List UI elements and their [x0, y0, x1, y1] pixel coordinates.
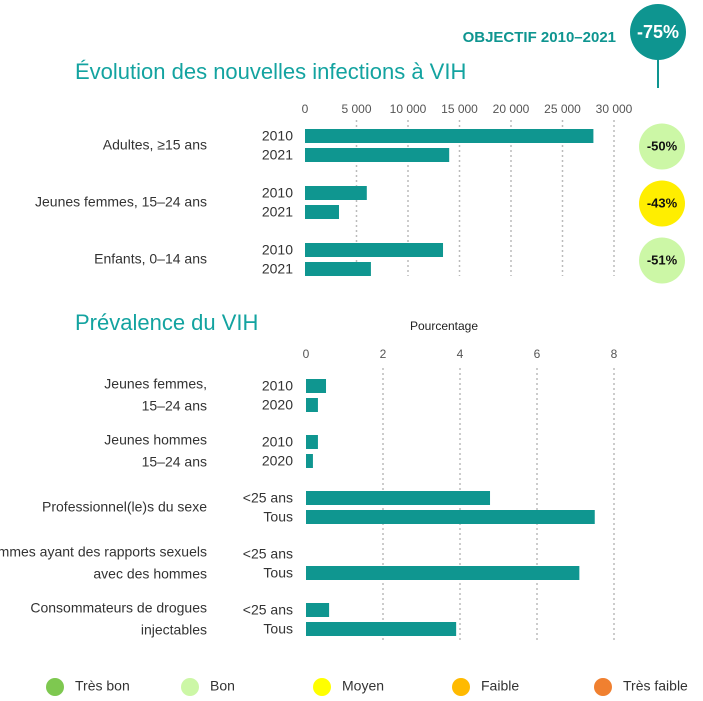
axis-label: Pourcentage: [410, 319, 478, 333]
x-tick-label: 25 000: [544, 102, 581, 116]
bar: [305, 243, 444, 257]
bar: [306, 491, 491, 505]
bar: [306, 510, 595, 524]
legend-label: Très faible: [623, 678, 688, 694]
sub-label: 2010: [262, 434, 293, 450]
group-label: Consommateurs de drogues: [30, 600, 207, 616]
bar: [306, 566, 580, 580]
x-tick-label: 0: [302, 102, 309, 116]
legend-label: Moyen: [342, 678, 384, 694]
badge-label: -50%: [647, 138, 678, 153]
bar: [306, 603, 330, 617]
x-tick-label: 30 000: [596, 102, 633, 116]
sub-label: 2020: [262, 397, 293, 413]
bar: [305, 262, 371, 276]
sub-label: Tous: [263, 509, 293, 525]
legend-label: Très bon: [75, 678, 130, 694]
bar: [306, 435, 318, 449]
bar: [306, 398, 318, 412]
chart-title: Évolution des nouvelles infections à VIH: [75, 59, 466, 84]
legend-swatch: [313, 678, 331, 696]
sub-label: <25 ans: [243, 490, 293, 506]
legend-label: Faible: [481, 678, 519, 694]
sub-label: 2020: [262, 453, 293, 469]
objective-target: -75%: [637, 22, 679, 42]
bar: [305, 129, 594, 143]
x-tick-label: 5 000: [341, 102, 371, 116]
group-label: 15–24 ans: [142, 454, 207, 470]
bar: [305, 148, 450, 162]
group-label: Adultes, ≥15 ans: [103, 137, 207, 153]
legend-swatch: [46, 678, 64, 696]
group-label: Jeunes femmes,: [104, 376, 207, 392]
sub-label: 2021: [262, 204, 293, 220]
sub-label: 2010: [262, 242, 293, 258]
bar: [306, 454, 313, 468]
badge-label: -43%: [647, 195, 678, 210]
x-tick-label: 20 000: [493, 102, 530, 116]
group-label: Jeunes femmes, 15–24 ans: [35, 194, 207, 210]
objective-badge: [630, 4, 686, 60]
sub-label: 2010: [262, 185, 293, 201]
x-tick-label: 4: [457, 347, 464, 361]
x-tick-label: 15 000: [441, 102, 478, 116]
sub-label: <25 ans: [243, 602, 293, 618]
legend-swatch: [181, 678, 199, 696]
x-tick-label: 0: [303, 347, 310, 361]
sub-label: 2021: [262, 147, 293, 163]
group-label: avec des hommes: [93, 566, 207, 582]
group-label: injectables: [141, 622, 207, 638]
bar: [305, 205, 339, 219]
group-label: Enfants, 0–14 ans: [94, 251, 207, 267]
badge: [639, 237, 685, 284]
objective-label: OBJECTIF 2010–2021: [463, 29, 616, 46]
group-label: Jeunes hommes: [104, 432, 207, 448]
legend-swatch: [452, 678, 470, 696]
badge: [639, 123, 685, 170]
sub-label: <25 ans: [243, 546, 293, 562]
bar: [306, 622, 457, 636]
badge-label: -51%: [647, 252, 678, 267]
sub-label: 2021: [262, 261, 293, 277]
x-tick-label: 10 000: [390, 102, 427, 116]
legend-swatch: [594, 678, 612, 696]
legend-label: Bon: [210, 678, 235, 694]
badge: [639, 180, 685, 227]
group-label: Professionnel(le)s du sexe: [42, 499, 207, 515]
bar: [305, 186, 367, 200]
chart-title: Prévalence du VIH: [75, 310, 258, 335]
sub-label: Tous: [263, 621, 293, 637]
x-tick-label: 6: [534, 347, 541, 361]
x-tick-label: 2: [380, 347, 387, 361]
x-tick-label: 8: [611, 347, 618, 361]
sub-label: 2010: [262, 128, 293, 144]
sub-label: 2010: [262, 378, 293, 394]
sub-label: Tous: [263, 565, 293, 581]
group-label: Hommes ayant des rapports sexuels: [0, 544, 207, 560]
group-label: 15–24 ans: [142, 398, 207, 414]
bar: [306, 379, 327, 393]
